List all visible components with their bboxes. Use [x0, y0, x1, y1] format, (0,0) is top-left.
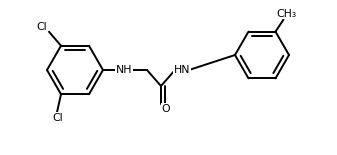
Text: Cl: Cl: [53, 113, 63, 123]
Text: Cl: Cl: [37, 22, 47, 32]
Text: NH: NH: [116, 65, 132, 75]
Text: O: O: [162, 104, 170, 114]
Text: HN: HN: [174, 65, 190, 75]
Text: CH₃: CH₃: [276, 9, 297, 19]
